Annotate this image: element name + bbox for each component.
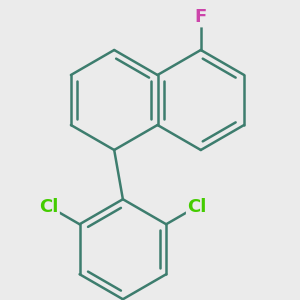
Text: F: F xyxy=(195,8,207,26)
Text: Cl: Cl xyxy=(187,198,206,216)
Text: Cl: Cl xyxy=(40,198,59,216)
